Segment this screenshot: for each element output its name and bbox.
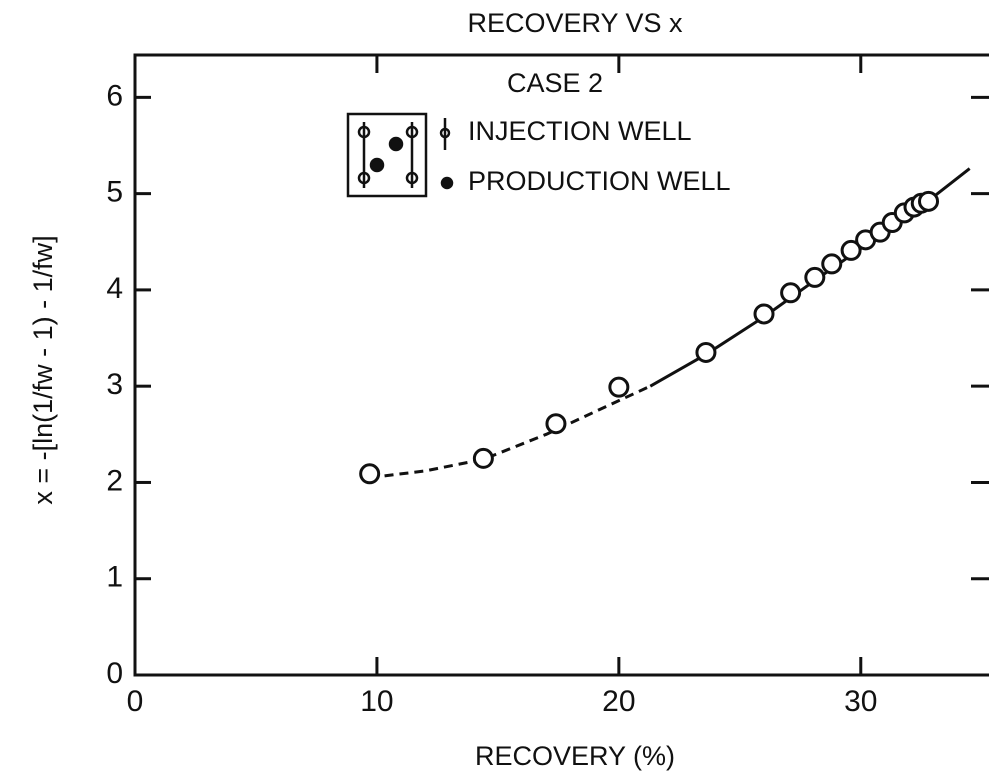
data-point xyxy=(608,376,630,398)
x-tick-label: 10 xyxy=(360,685,393,718)
data-point xyxy=(840,239,862,261)
data-point xyxy=(545,413,567,435)
y-tick-label: 2 xyxy=(106,464,123,497)
data-point xyxy=(821,253,843,275)
data-point xyxy=(804,266,826,288)
x-tick-label: 20 xyxy=(602,685,635,718)
y-tick-label: 4 xyxy=(106,272,123,305)
y-tick-label: 5 xyxy=(106,176,123,209)
data-point xyxy=(472,447,494,469)
annotation: PRODUCTION WELL xyxy=(468,166,731,196)
x-axis-label: RECOVERY (%) xyxy=(475,741,675,771)
y-tick-label: 1 xyxy=(106,561,123,594)
fit-line xyxy=(369,384,651,480)
annotation: CASE 2 xyxy=(507,68,603,98)
y-axis-label: x = -[ln(1/fw - 1) - 1/fw] xyxy=(28,235,58,504)
data-point xyxy=(359,463,381,485)
chart-title: RECOVERY VS x xyxy=(467,8,683,38)
y-tick-label: 6 xyxy=(106,79,123,112)
data-point xyxy=(780,282,802,304)
annotation: INJECTION WELL xyxy=(468,116,692,146)
x-tick-label: 0 xyxy=(127,685,144,718)
y-tick-label: 0 xyxy=(106,657,123,690)
data-point xyxy=(918,190,940,212)
data-point xyxy=(695,341,717,363)
data-point xyxy=(753,303,775,325)
y-tick-label: 3 xyxy=(106,368,123,401)
x-tick-label: 30 xyxy=(844,685,877,718)
well-legend-icon xyxy=(346,112,454,198)
axis-frame xyxy=(133,53,989,677)
